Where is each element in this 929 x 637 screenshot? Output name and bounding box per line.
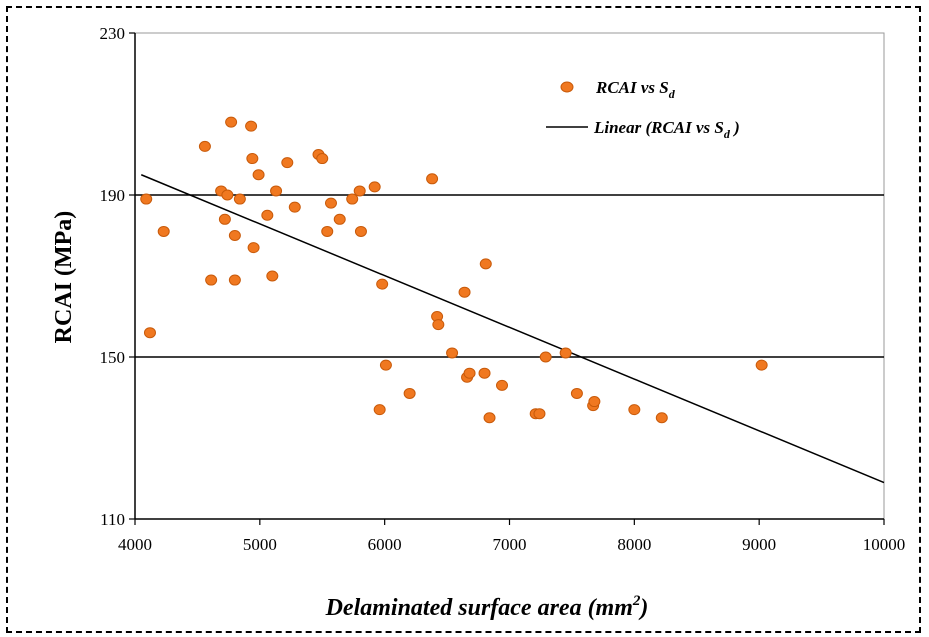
data-point — [426, 173, 439, 185]
data-point — [496, 379, 509, 391]
data-point — [221, 189, 234, 201]
data-point — [233, 193, 246, 205]
legend-series-label: RCAI vs Sd — [595, 78, 676, 101]
gridlines — [135, 194, 884, 358]
x-tick-label: 5000 — [243, 535, 277, 554]
data-point — [376, 278, 389, 290]
data-point — [559, 347, 572, 359]
data-point — [403, 387, 416, 399]
data-point — [479, 258, 492, 270]
data-point — [346, 193, 359, 205]
data-point — [324, 197, 337, 209]
data-point — [478, 367, 491, 379]
data-point — [368, 181, 381, 193]
x-tick-label: 9000 — [742, 535, 776, 554]
data-point — [245, 120, 258, 132]
data-point — [247, 242, 260, 254]
data-point — [539, 351, 552, 363]
data-point — [246, 153, 259, 165]
legend: RCAI vs Sd Linear (RCAI vs Sd ) — [546, 78, 740, 141]
y-tick-label: 230 — [100, 24, 126, 43]
data-point — [463, 367, 476, 379]
y-tick-label: 190 — [100, 186, 126, 205]
data-points — [140, 116, 768, 424]
data-point — [483, 412, 496, 424]
data-point — [432, 319, 445, 331]
x-tick-label: 8000 — [617, 535, 651, 554]
data-point — [628, 404, 641, 416]
plot-area — [134, 32, 885, 520]
data-point — [533, 408, 546, 420]
data-point — [228, 274, 241, 286]
data-point — [228, 230, 241, 241]
data-point — [205, 274, 218, 286]
data-point — [198, 140, 211, 152]
data-point — [288, 201, 301, 213]
data-point — [353, 185, 366, 197]
x-axis-label: Delaminated surface area (mm2) — [325, 593, 649, 621]
x-tick-label: 7000 — [493, 535, 527, 554]
data-point — [281, 157, 294, 169]
x-tick-label: 10000 — [863, 535, 906, 554]
x-tick-label: 6000 — [368, 535, 402, 554]
data-point — [655, 412, 668, 424]
data-point — [588, 396, 601, 408]
data-point — [373, 404, 386, 416]
data-point — [252, 169, 265, 181]
y-tick-label: 110 — [100, 510, 125, 529]
x-tick-label: 4000 — [118, 535, 152, 554]
data-point — [458, 286, 471, 298]
data-point — [316, 153, 329, 165]
data-point — [270, 185, 283, 197]
legend-marker-icon — [560, 81, 574, 93]
y-tick-labels: 110 150 190 230 — [100, 24, 126, 529]
data-point — [333, 213, 346, 225]
data-point — [446, 347, 459, 359]
data-point — [140, 193, 153, 205]
y-tick-label: 150 — [100, 348, 126, 367]
data-point — [321, 225, 334, 237]
x-tick-labels: 4000 5000 6000 7000 8000 9000 10000 — [118, 535, 905, 554]
data-point — [218, 213, 231, 225]
axes — [129, 32, 885, 525]
y-axis-label: RCAI (MPa) — [51, 211, 77, 344]
linear-fit-line — [140, 174, 885, 484]
data-point — [570, 387, 583, 399]
data-point — [261, 209, 274, 221]
data-point — [354, 225, 367, 237]
data-point — [157, 225, 170, 237]
data-point — [755, 359, 768, 371]
data-point — [379, 359, 392, 371]
dashed-border — [6, 6, 921, 633]
data-point — [143, 327, 156, 339]
legend-fit-label: Linear (RCAI vs Sd ) — [593, 118, 740, 141]
data-point — [225, 116, 238, 128]
data-point — [266, 270, 279, 282]
